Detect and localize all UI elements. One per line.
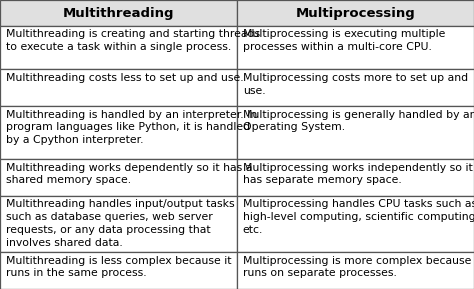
Text: Multithreading handles input/output tasks
such as database queries, web server
r: Multithreading handles input/output task… xyxy=(6,199,234,248)
Bar xyxy=(237,252,474,289)
Bar xyxy=(0,69,237,106)
Bar xyxy=(237,26,474,69)
Bar xyxy=(0,0,237,26)
Text: Multithreading works dependently so it has a
shared memory space.: Multithreading works dependently so it h… xyxy=(6,163,252,185)
Text: Multithreading is creating and starting threads
to execute a task within a singl: Multithreading is creating and starting … xyxy=(6,29,260,52)
Bar xyxy=(0,159,237,196)
Text: Multithreading is handled by an interpreter. In
program languages like Python, i: Multithreading is handled by an interpre… xyxy=(6,110,257,145)
Text: Multiprocessing is generally handled by an
Operating System.: Multiprocessing is generally handled by … xyxy=(243,110,474,132)
Text: Multiprocessing: Multiprocessing xyxy=(296,7,415,19)
Bar xyxy=(0,196,237,252)
Text: Multithreading: Multithreading xyxy=(63,7,174,19)
Text: Multiprocessing is more complex because it
runs on separate processes.: Multiprocessing is more complex because … xyxy=(243,255,474,278)
Text: Multiprocessing works independently so it
has separate memory space.: Multiprocessing works independently so i… xyxy=(243,163,473,185)
Bar xyxy=(0,106,237,159)
Text: Multithreading is less complex because it
runs in the same process.: Multithreading is less complex because i… xyxy=(6,255,231,278)
Bar xyxy=(0,26,237,69)
Text: Multiprocessing costs more to set up and
use.: Multiprocessing costs more to set up and… xyxy=(243,73,468,96)
Bar xyxy=(0,252,237,289)
Bar xyxy=(237,69,474,106)
Bar xyxy=(237,196,474,252)
Bar xyxy=(237,106,474,159)
Text: Multithreading costs less to set up and use.: Multithreading costs less to set up and … xyxy=(6,73,243,83)
Bar xyxy=(237,0,474,26)
Text: Multiprocessing handles CPU tasks such as
high-level computing, scientific compu: Multiprocessing handles CPU tasks such a… xyxy=(243,199,474,235)
Text: Multiprocessing is executing multiple
processes within a multi-core CPU.: Multiprocessing is executing multiple pr… xyxy=(243,29,445,52)
Bar xyxy=(237,159,474,196)
